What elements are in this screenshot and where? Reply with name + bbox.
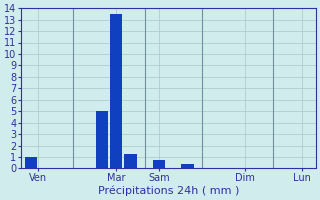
- Bar: [110, 14, 122, 168]
- Bar: [96, 111, 108, 168]
- Bar: [181, 164, 194, 168]
- X-axis label: Précipitations 24h ( mm ): Précipitations 24h ( mm ): [98, 185, 239, 196]
- Bar: [153, 160, 165, 168]
- Bar: [124, 154, 137, 168]
- Bar: [25, 157, 37, 168]
